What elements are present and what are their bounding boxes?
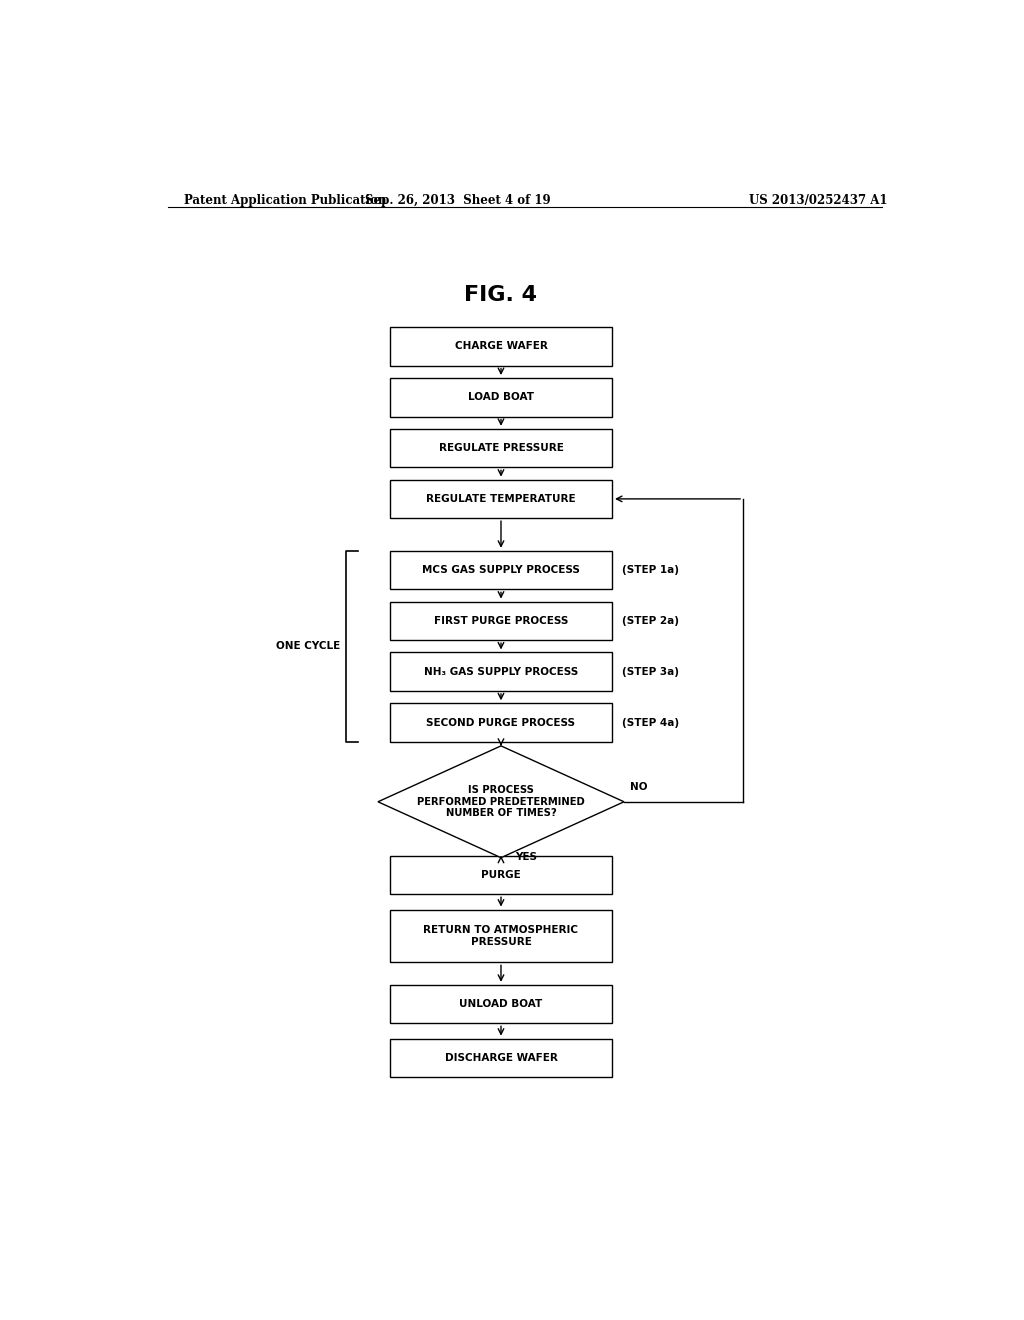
FancyBboxPatch shape <box>390 429 612 467</box>
Text: YES: YES <box>515 851 538 862</box>
FancyBboxPatch shape <box>390 602 612 640</box>
Text: MCS GAS SUPPLY PROCESS: MCS GAS SUPPLY PROCESS <box>422 565 580 576</box>
Text: (STEP 1a): (STEP 1a) <box>622 565 679 576</box>
FancyBboxPatch shape <box>390 909 612 962</box>
FancyBboxPatch shape <box>390 378 612 417</box>
Text: FIRST PURGE PROCESS: FIRST PURGE PROCESS <box>434 616 568 626</box>
Text: FIG. 4: FIG. 4 <box>465 285 538 305</box>
Text: IS PROCESS
PERFORMED PREDETERMINED
NUMBER OF TIMES?: IS PROCESS PERFORMED PREDETERMINED NUMBE… <box>417 785 585 818</box>
Text: SECOND PURGE PROCESS: SECOND PURGE PROCESS <box>426 718 575 727</box>
Text: NO: NO <box>631 781 648 792</box>
Text: Patent Application Publication: Patent Application Publication <box>183 194 386 207</box>
Text: (STEP 2a): (STEP 2a) <box>622 616 679 626</box>
Text: US 2013/0252437 A1: US 2013/0252437 A1 <box>750 194 888 207</box>
Text: (STEP 4a): (STEP 4a) <box>622 718 679 727</box>
Text: UNLOAD BOAT: UNLOAD BOAT <box>460 999 543 1008</box>
FancyBboxPatch shape <box>390 479 612 519</box>
Text: LOAD BOAT: LOAD BOAT <box>468 392 534 403</box>
Text: (STEP 3a): (STEP 3a) <box>622 667 679 677</box>
Text: REGULATE PRESSURE: REGULATE PRESSURE <box>438 444 563 453</box>
Text: PURGE: PURGE <box>481 870 521 880</box>
Text: DISCHARGE WAFER: DISCHARGE WAFER <box>444 1053 557 1063</box>
Text: NH₃ GAS SUPPLY PROCESS: NH₃ GAS SUPPLY PROCESS <box>424 667 579 677</box>
FancyBboxPatch shape <box>390 855 612 894</box>
FancyBboxPatch shape <box>390 985 612 1023</box>
Polygon shape <box>378 746 624 858</box>
FancyBboxPatch shape <box>390 550 612 589</box>
FancyBboxPatch shape <box>390 652 612 690</box>
FancyBboxPatch shape <box>390 704 612 742</box>
Text: REGULATE TEMPERATURE: REGULATE TEMPERATURE <box>426 494 575 504</box>
Text: CHARGE WAFER: CHARGE WAFER <box>455 342 548 351</box>
FancyBboxPatch shape <box>390 1039 612 1077</box>
Text: RETURN TO ATMOSPHERIC
PRESSURE: RETURN TO ATMOSPHERIC PRESSURE <box>424 925 579 946</box>
FancyBboxPatch shape <box>390 327 612 366</box>
Text: Sep. 26, 2013  Sheet 4 of 19: Sep. 26, 2013 Sheet 4 of 19 <box>365 194 550 207</box>
Text: ONE CYCLE: ONE CYCLE <box>275 642 340 651</box>
